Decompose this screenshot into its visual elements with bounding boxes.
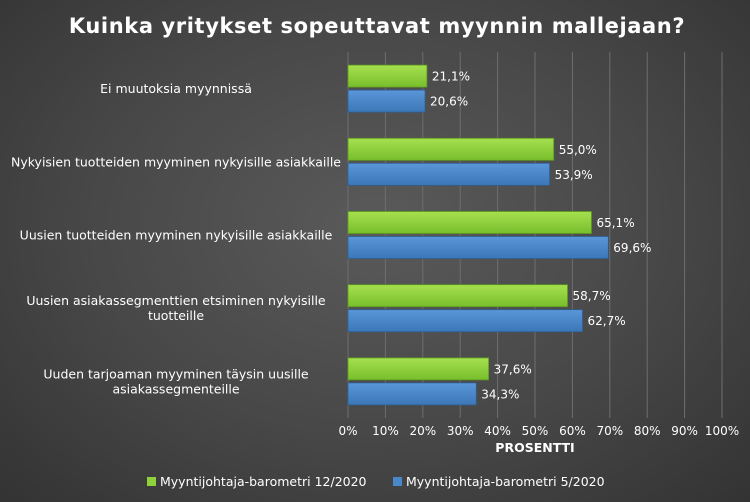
- x-axis-title: PROSENTTI: [495, 440, 574, 455]
- legend-swatch: [393, 477, 402, 486]
- data-label: 34,3%: [481, 387, 519, 401]
- legend-label: Myyntijohtaja-barometri 12/2020: [160, 474, 367, 489]
- category-label: Uuden tarjoaman myyminen täysin uusille a…: [43, 366, 309, 396]
- x-tick-label: 100%: [705, 424, 739, 438]
- bar-series-1: [347, 211, 592, 234]
- category-label: Uusien tuotteiden myyminen nykyisille as…: [20, 228, 333, 243]
- bar-series-2: [347, 309, 583, 333]
- bar-series-1: [347, 284, 568, 308]
- legend-swatch: [147, 477, 156, 486]
- data-label: 62,7%: [587, 314, 625, 328]
- bars: 21,1% 20,6% 55,0% 53,9% 65,1% 69,6% 58,7% 62,7%…: [347, 64, 651, 406]
- bar-series-1: [347, 64, 428, 88]
- data-label: 55,0%: [559, 143, 597, 157]
- data-label: 58,7%: [573, 289, 611, 303]
- x-tick-label: 20%: [409, 424, 436, 438]
- x-tick-label: 30%: [447, 424, 474, 438]
- chart-title: Kuinka yritykset sopeuttavat myynnin mal…: [69, 14, 685, 38]
- x-tick-label: 80%: [634, 424, 661, 438]
- legend: Myyntijohtaja-barometri 12/2020 Myyntijoh…: [147, 474, 605, 489]
- category-label: Ei muutoksia myynnissä: [100, 81, 252, 96]
- x-tick-label: 10%: [372, 424, 399, 438]
- data-label: 69,6%: [613, 241, 651, 255]
- bar-series-2: [347, 89, 426, 113]
- data-label: 53,9%: [555, 168, 593, 182]
- bar-series-1: [347, 137, 555, 161]
- x-tick-label: 50%: [522, 424, 549, 438]
- x-tick-label: 60%: [559, 424, 586, 438]
- data-label: 21,1%: [432, 70, 470, 84]
- data-label: 20,6%: [430, 95, 468, 109]
- bar-series-1: [347, 357, 490, 381]
- bar-series-2: [347, 382, 477, 406]
- category-label: Nykyisien tuotteiden myyminen nykyisille…: [11, 154, 341, 169]
- x-tick-label: 70%: [596, 424, 623, 438]
- bar-series-2: [347, 236, 609, 259]
- legend-label: Myyntijohtaja-barometri 5/2020: [406, 474, 605, 489]
- data-label: 65,1%: [596, 216, 634, 230]
- bar-series-2: [347, 162, 550, 186]
- category-label: Uusien asiakassegmenttien etsiminen nyky…: [26, 293, 326, 323]
- category-labels: Ei muutoksia myynnissä Nykyisien tuotteid…: [11, 81, 341, 396]
- x-tick-label: 0%: [338, 424, 357, 438]
- x-axis-ticks: 0% 10% 20% 30% 40% 50% 60% 70% 80% 90% 100%: [338, 424, 739, 438]
- grid-lines: [347, 52, 723, 418]
- x-tick-label: 90%: [671, 424, 698, 438]
- data-label: 37,6%: [494, 362, 532, 376]
- x-tick-label: 40%: [484, 424, 511, 438]
